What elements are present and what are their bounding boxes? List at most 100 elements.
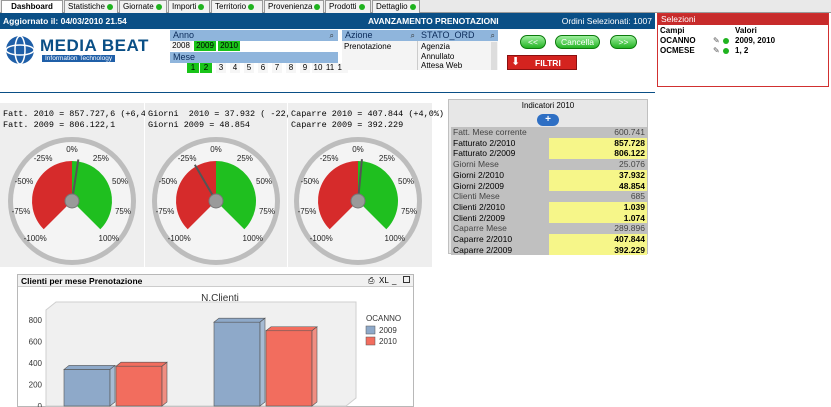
status-dot-icon: [358, 3, 365, 10]
tab-provenienza[interactable]: Provenienza: [264, 0, 324, 13]
tab-prodotti[interactable]: Prodotti: [325, 0, 371, 13]
gauge-tick-label: -50%: [159, 177, 178, 186]
tab-label: Dettaglio: [376, 2, 408, 11]
selection-field: OCANNO: [660, 36, 696, 45]
gauge-hub: [350, 193, 366, 209]
mese-value[interactable]: 8: [286, 63, 296, 73]
minimize-icon[interactable]: _: [392, 276, 397, 285]
indicator-value: 600.741: [549, 127, 647, 138]
indicator-label: Clienti Mese: [451, 191, 549, 202]
expand-button[interactable]: +: [537, 114, 559, 126]
mese-value[interactable]: 10: [312, 63, 324, 73]
eraser-icon[interactable]: ✎: [713, 36, 720, 45]
selection-value[interactable]: 2009, 2010: [735, 36, 776, 45]
indicator-label: Clienti 2/2010: [451, 201, 549, 213]
status-dot-icon: [723, 48, 729, 54]
indicators-table: Indicatori 2010 + Fatt. Mese corrente 600…: [448, 99, 648, 256]
gauge-tick-label: 25%: [379, 154, 395, 163]
tab-dettaglio[interactable]: Dettaglio: [372, 0, 420, 13]
azione-title[interactable]: Azione ⌕: [342, 30, 418, 41]
gauge-tick-label: -75%: [156, 207, 175, 216]
stato-title[interactable]: STATO_ORD ⌕: [418, 30, 498, 41]
gauge-tick-label: 0%: [210, 145, 222, 154]
status-dot-icon: [409, 3, 416, 10]
gauge-positive-zone: [358, 161, 398, 230]
gauge-tick-label: -25%: [320, 154, 339, 163]
bar: [63, 369, 111, 407]
indicator-value: 48.854: [549, 180, 647, 192]
indicator-row: Giorni Mese 25.076: [450, 159, 647, 170]
selection-value[interactable]: 1, 2: [735, 46, 749, 55]
tab-giornate[interactable]: Giornate: [119, 0, 167, 13]
gauge-tick-label: 25%: [237, 154, 253, 163]
indicator-value: 1.039: [549, 201, 647, 213]
indicator-row: Fatt. Mese corrente 600.741: [450, 127, 647, 138]
mese-value[interactable]: 1: [187, 63, 199, 73]
scrollbar[interactable]: [491, 42, 497, 70]
y-tick-label: 600: [29, 338, 43, 347]
anno-title[interactable]: Anno ⌕: [170, 30, 338, 41]
tab-statistiche[interactable]: Statistiche: [64, 0, 118, 13]
selections-title: Selezioni: [658, 14, 828, 25]
download-arrow-icon: ⬇: [511, 56, 521, 68]
tab-label: Dashboard: [11, 2, 53, 11]
prev-button[interactable]: <<: [520, 35, 546, 49]
eraser-icon[interactable]: ✎: [713, 46, 720, 55]
tab-territorio[interactable]: Territorio: [211, 0, 263, 13]
anno-value[interactable]: 2010: [218, 41, 240, 51]
days-gauge: -25% 0% 25% -50% 50% -75% 75% -100% 100%: [152, 137, 280, 265]
deposits-gauge: -25% 0% 25% -50% 50% -75% 75% -100% 100%: [294, 137, 422, 265]
tab-label: Giornate: [123, 2, 154, 11]
mese-title[interactable]: Mese: [170, 52, 338, 63]
mese-value[interactable]: 6: [258, 63, 268, 73]
stato-value[interactable]: Agenzia: [421, 42, 450, 51]
stato-value[interactable]: Annullato: [421, 52, 455, 61]
bar-side: [109, 364, 116, 407]
bar-top: [265, 326, 318, 332]
excel-export-button[interactable]: XL: [379, 276, 389, 285]
mese-value[interactable]: 2: [200, 63, 212, 73]
tab-label: Importi: [172, 2, 197, 11]
search-icon[interactable]: ⌕: [329, 31, 334, 40]
status-dot-icon: [106, 3, 113, 10]
anno-value[interactable]: 2009: [194, 41, 216, 51]
gauge-hub: [64, 193, 80, 209]
gauge-tick-label: -25%: [34, 154, 53, 163]
search-icon[interactable]: ⌕: [490, 31, 495, 40]
maximize-icon[interactable]: [403, 276, 410, 283]
mese-value[interactable]: 4: [230, 63, 240, 73]
gauge-tick-label: 75%: [115, 207, 131, 216]
bar-top: [115, 361, 168, 367]
filters-button[interactable]: ⬇ FILTRI: [507, 55, 577, 70]
gauge-tick-label: 50%: [398, 177, 414, 186]
mese-value[interactable]: 9: [300, 63, 310, 73]
bar-side: [311, 326, 318, 407]
gauge-tick-label: -75%: [298, 207, 317, 216]
search-icon[interactable]: ⌕: [410, 31, 415, 40]
print-icon[interactable]: ⎙: [368, 276, 375, 285]
company-logo: MEDIA BEAT Information Technology: [2, 33, 152, 67]
anno-value[interactable]: 2008: [170, 41, 192, 51]
page-title: AVANZAMENTO PRENOTAZIONI: [368, 16, 499, 26]
mese-value[interactable]: 3: [216, 63, 226, 73]
mese-value[interactable]: 5: [244, 63, 254, 73]
next-button[interactable]: >>: [610, 35, 637, 49]
indicator-row: Clienti Mese 685: [450, 191, 647, 202]
bar-top: [213, 317, 266, 323]
tab-dashboard[interactable]: Dashboard: [1, 0, 63, 14]
azione-value[interactable]: Prenotazione: [344, 42, 392, 51]
tab-importi[interactable]: Importi: [168, 0, 210, 13]
filters-label: FILTRI: [535, 58, 561, 68]
indicator-row: Caparre 2/2009 392.229: [450, 244, 647, 256]
days-panel: Giorni 2010 = 37.932 ( -22,4%) Giorni 20…: [145, 103, 306, 267]
gauge-tick-label: 75%: [401, 207, 417, 216]
stato-value[interactable]: Attesa Web: [421, 61, 463, 70]
indicator-row: Caparre 2/2010 407.844: [450, 234, 647, 245]
legend-swatch: [365, 336, 376, 346]
cancel-button[interactable]: Cancella: [555, 35, 600, 49]
mese-value[interactable]: 11: [324, 63, 336, 73]
indicator-row: Fatturato 2/2009 806.122: [450, 148, 647, 160]
mese-value[interactable]: 7: [272, 63, 282, 73]
indicator-value: 806.122: [549, 148, 647, 160]
deposits-panel: Caparre 2010 = 407.844 (+4,0%) Caparre 2…: [288, 103, 444, 267]
